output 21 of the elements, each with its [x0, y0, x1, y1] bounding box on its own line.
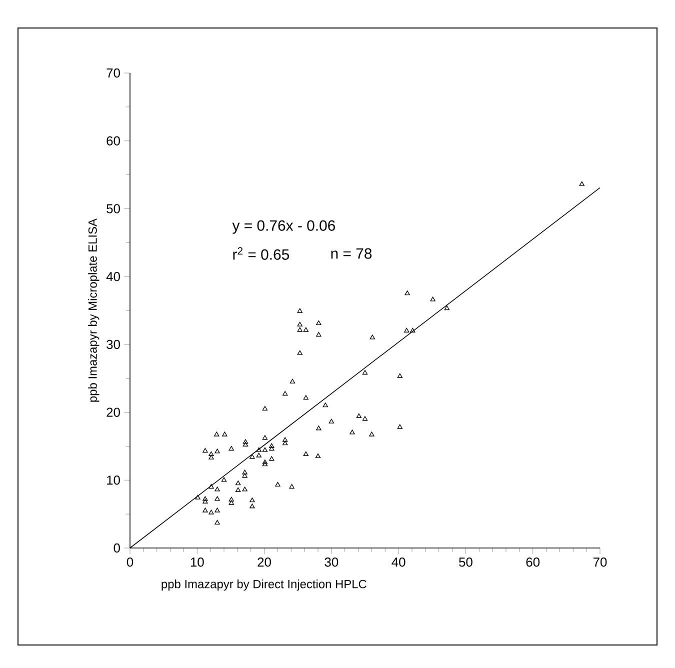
- annotation: y = 0.76x - 0.06: [232, 220, 336, 234]
- y-tick-label: 60: [106, 136, 120, 146]
- y-tick-label: 20: [106, 408, 120, 417]
- x-tick-label: 10: [190, 558, 204, 567]
- x-tick-label: 40: [392, 558, 406, 567]
- x-tick-label: 20: [258, 558, 271, 567]
- annotation: r$^{2}$ = 0.65: [233, 247, 290, 260]
- x-tick-label: 60: [526, 558, 540, 567]
- x-tick-label: 0: [126, 558, 134, 567]
- x-tick-label: 50: [459, 558, 472, 567]
- y-tick-label: 0: [114, 543, 120, 553]
- annotation: n = 78: [331, 248, 372, 259]
- y-tick-label: 70: [106, 68, 120, 78]
- y-tick-label: 30: [106, 340, 120, 350]
- y-tick-label: 50: [106, 204, 120, 214]
- y-tick-label: 40: [106, 272, 120, 282]
- y-tick-label: 10: [107, 476, 120, 485]
- y-axis-title: ppb Imazapyr by Microplate ELISA: [88, 218, 100, 402]
- x-tick-label: 30: [324, 558, 338, 567]
- x-axis-title: ppb Imazapyr by Direct Injection HPLC: [162, 580, 366, 591]
- x-tick-label: 70: [593, 558, 607, 567]
